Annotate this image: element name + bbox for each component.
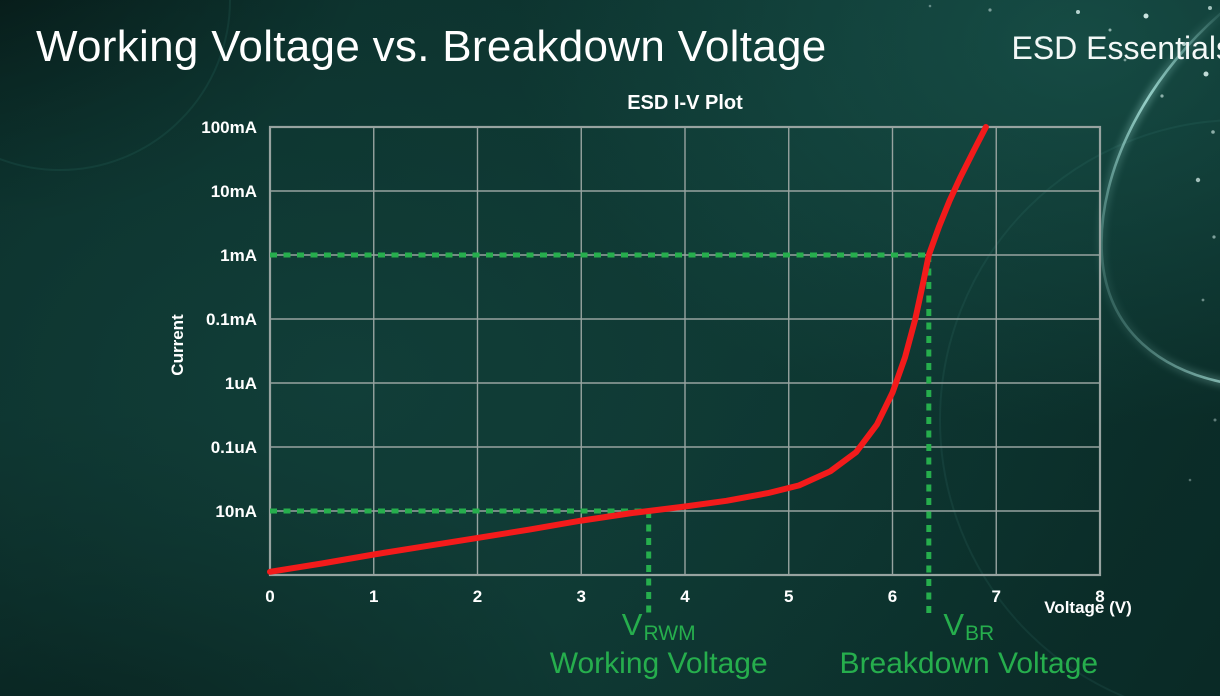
- annotation-breakdown-voltage: VBR Breakdown Voltage: [840, 608, 1099, 682]
- chart-title: ESD I-V Plot: [627, 92, 743, 114]
- y-tick-labels: 100mA 10mA 1mA 0.1mA 1uA 0.1uA 10nA: [201, 118, 257, 521]
- svg-text:5: 5: [784, 587, 793, 606]
- svg-text:2: 2: [473, 587, 482, 606]
- x-tick-labels: 0 1 2 3 4 5 6 7 8: [265, 587, 1104, 606]
- page-title: Working Voltage vs. Breakdown Voltage: [36, 22, 827, 71]
- svg-text:0: 0: [265, 587, 274, 606]
- svg-text:0.1mA: 0.1mA: [206, 310, 257, 329]
- marker-guides: [270, 252, 932, 613]
- vrwm-symbol-main: V: [621, 607, 643, 642]
- iv-curve: [267, 124, 989, 575]
- svg-text:3: 3: [577, 587, 586, 606]
- svg-text:6: 6: [888, 587, 897, 606]
- x-axis-title: Voltage (V): [1044, 598, 1132, 617]
- svg-text:100mA: 100mA: [201, 118, 257, 137]
- vrwm-symbol: VRWM: [550, 608, 768, 646]
- vbr-symbol: VBR: [840, 608, 1099, 646]
- svg-text:1uA: 1uA: [225, 374, 257, 393]
- vrwm-symbol-subscript: RWM: [643, 622, 696, 645]
- svg-text:4: 4: [680, 587, 690, 606]
- brand-text: ESD Essentials: [1011, 30, 1220, 66]
- svg-text:10nA: 10nA: [215, 502, 257, 521]
- svg-text:0.1uA: 0.1uA: [211, 438, 257, 457]
- svg-text:8: 8: [1095, 587, 1104, 606]
- svg-text:1: 1: [369, 587, 378, 606]
- vbr-symbol-main: V: [943, 607, 965, 642]
- vbr-symbol-subscript: BR: [965, 622, 995, 645]
- svg-text:10mA: 10mA: [211, 182, 257, 201]
- svg-text:1mA: 1mA: [220, 246, 257, 265]
- annotation-working-voltage: VRWM Working Voltage: [550, 608, 768, 682]
- breakdown-voltage-caption: Breakdown Voltage: [839, 647, 1099, 680]
- plot-border: [268, 125, 1102, 577]
- svg-text:7: 7: [992, 587, 1001, 606]
- working-voltage-caption: Working Voltage: [549, 647, 768, 680]
